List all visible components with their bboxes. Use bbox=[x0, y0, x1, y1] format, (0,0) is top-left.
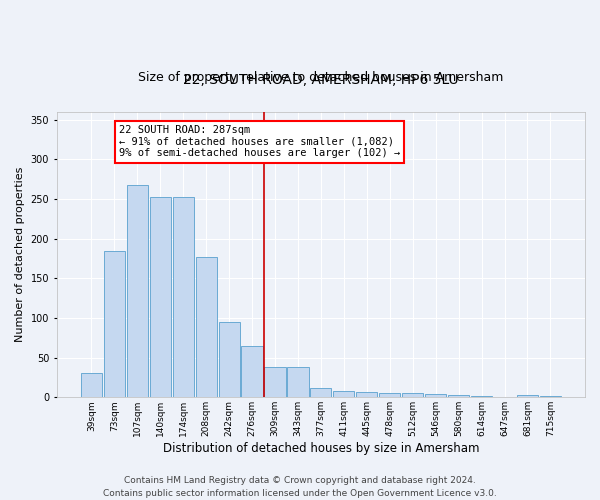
Bar bbox=[517, 395, 538, 398]
X-axis label: Distribution of detached houses by size in Amersham: Distribution of detached houses by size … bbox=[163, 442, 479, 455]
Bar bbox=[471, 396, 492, 398]
Bar bbox=[379, 392, 400, 398]
Bar bbox=[173, 196, 194, 398]
Bar bbox=[104, 250, 125, 398]
Bar bbox=[448, 395, 469, 398]
Text: 22 SOUTH ROAD: 287sqm
← 91% of detached houses are smaller (1,082)
9% of semi-de: 22 SOUTH ROAD: 287sqm ← 91% of detached … bbox=[119, 125, 400, 158]
Bar bbox=[334, 391, 355, 398]
Bar bbox=[265, 367, 286, 398]
Bar bbox=[425, 394, 446, 398]
Title: Size of property relative to detached houses in Amersham: Size of property relative to detached ho… bbox=[138, 71, 503, 84]
Text: 22, SOUTH ROAD, AMERSHAM, HP6 5LU: 22, SOUTH ROAD, AMERSHAM, HP6 5LU bbox=[183, 74, 459, 88]
Bar bbox=[402, 394, 423, 398]
Bar bbox=[540, 396, 561, 398]
Bar bbox=[218, 322, 239, 398]
Bar bbox=[127, 184, 148, 398]
Bar bbox=[196, 257, 217, 398]
Y-axis label: Number of detached properties: Number of detached properties bbox=[15, 167, 25, 342]
Text: Contains HM Land Registry data © Crown copyright and database right 2024.
Contai: Contains HM Land Registry data © Crown c… bbox=[103, 476, 497, 498]
Bar bbox=[356, 392, 377, 398]
Bar bbox=[241, 346, 263, 398]
Bar bbox=[81, 374, 102, 398]
Bar bbox=[310, 388, 331, 398]
Bar bbox=[287, 367, 308, 398]
Bar bbox=[149, 196, 171, 398]
